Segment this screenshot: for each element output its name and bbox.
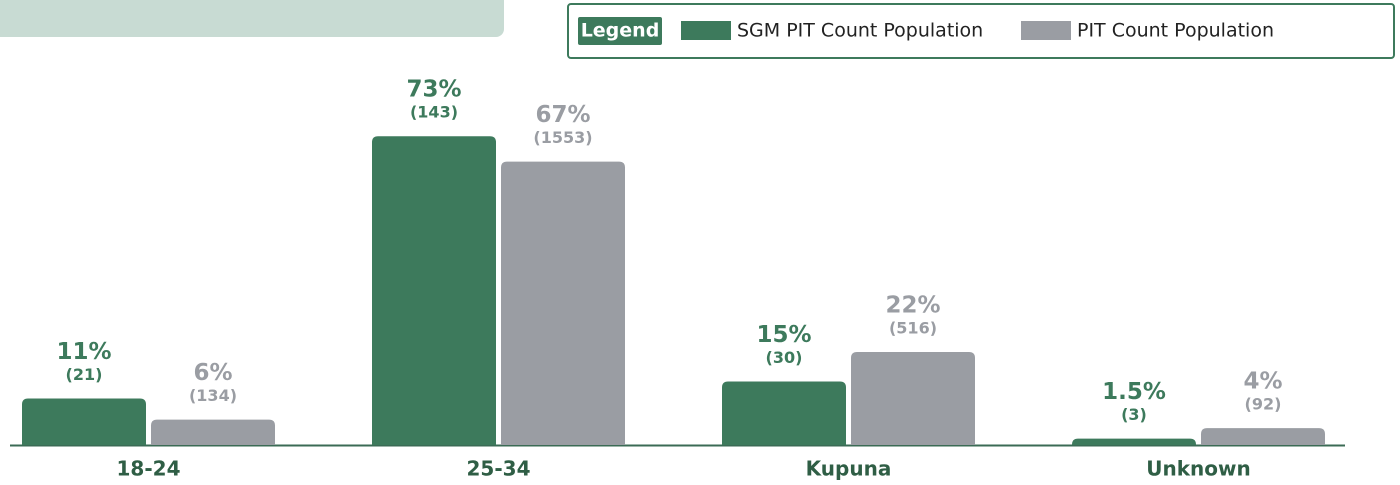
legend-swatch [681, 21, 731, 40]
legend-label: SGM PIT Count Population [737, 20, 983, 42]
legend-swatch [1021, 21, 1071, 40]
count-label: (3) [1121, 405, 1147, 424]
count-label: (21) [66, 365, 103, 384]
bar [1201, 428, 1325, 445]
count-label: (143) [410, 103, 458, 122]
bar [851, 351, 975, 445]
count-label: (134) [189, 386, 237, 405]
header-panel [0, 0, 504, 37]
x-tick-label: Kupuna [806, 457, 892, 481]
value-label: 1.5% [1102, 379, 1166, 405]
count-label: (516) [889, 318, 937, 337]
value-label: 67% [535, 102, 590, 128]
value-label: 4% [1243, 369, 1282, 395]
count-label: (30) [766, 348, 803, 367]
legend-title: Legend [581, 20, 660, 42]
value-label: 11% [56, 339, 111, 365]
legend-box [567, 3, 1395, 59]
x-tick-label: Unknown [1146, 457, 1250, 481]
legend-title-box [578, 17, 662, 45]
bar [501, 161, 625, 445]
bar [22, 398, 146, 445]
bar [722, 381, 846, 445]
value-label: 22% [885, 292, 940, 318]
bar [372, 136, 496, 445]
legend-label: PIT Count Population [1077, 20, 1274, 42]
x-tick-label: 25-34 [467, 457, 531, 481]
x-tick-label: 18-24 [117, 457, 181, 481]
value-label: 73% [406, 77, 461, 103]
count-label: (92) [1245, 395, 1282, 414]
count-label: (1553) [533, 128, 592, 147]
bar [1072, 438, 1196, 445]
bar [151, 419, 275, 445]
value-label: 6% [193, 360, 232, 386]
value-label: 15% [756, 322, 811, 348]
